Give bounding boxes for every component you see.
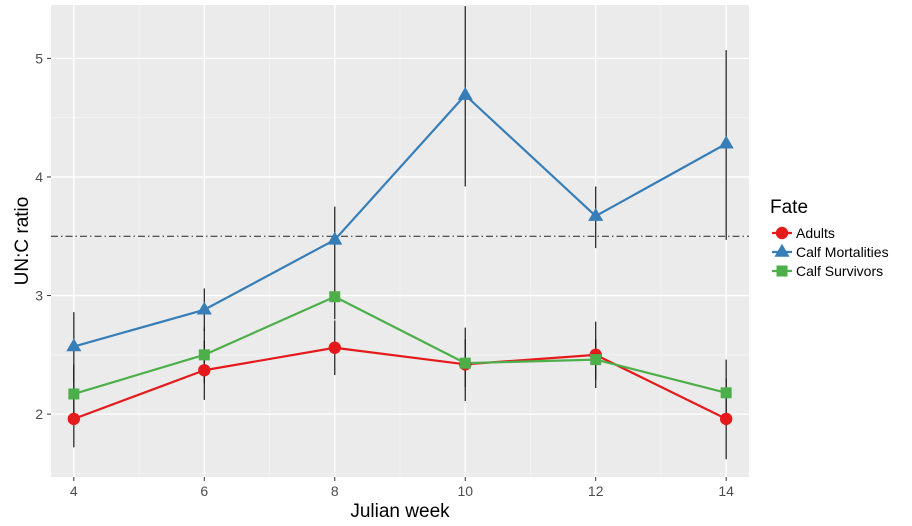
y-tick-label: 3 (35, 288, 43, 304)
tick-labels: 4 6 8 10 12 14 2 3 4 5 (35, 50, 734, 499)
x-tick-label: 12 (588, 483, 604, 499)
data-point-calf-mortalities (718, 135, 734, 149)
x-tick-label: 6 (200, 483, 208, 499)
data-point-calf-mortalities (457, 86, 473, 100)
legend-marker-adults (775, 226, 789, 240)
legend-label-adults: Adults (796, 225, 835, 241)
legend-title: Fate (770, 197, 808, 218)
data-point-calf-survivors (68, 388, 80, 400)
data-point-calf-mortalities (588, 207, 604, 221)
series-layer (66, 6, 734, 460)
legend-marker-calf-survivors (776, 265, 788, 277)
data-point-calf-mortalities (66, 338, 82, 352)
y-tick-label: 4 (35, 169, 43, 185)
x-axis-title: Julian week (350, 501, 450, 522)
data-point-calf-survivors (590, 354, 602, 366)
x-tick-label: 14 (718, 483, 734, 499)
data-point-adults (198, 364, 211, 377)
legend-label-calf-survivors: Calf Survivors (796, 263, 883, 279)
x-tick-label: 4 (70, 483, 78, 499)
legend-items: Adults Calf Mortalities Calf Survivors (772, 225, 889, 279)
legend: Fate Adults Calf Mortalities Calf Survivor… (770, 197, 889, 279)
y-tick-label: 2 (35, 406, 43, 422)
legend-label-calf-mortalities: Calf Mortalities (796, 244, 889, 260)
data-point-adults (67, 412, 81, 426)
data-point-calf-survivors (329, 291, 341, 303)
series-line-calf-mortalities (73, 94, 727, 348)
x-tick-label: 8 (331, 483, 339, 499)
data-point-adults (719, 412, 733, 426)
data-point-calf-mortalities (196, 301, 212, 315)
data-point-calf-survivors (459, 357, 471, 369)
y-tick-label: 5 (35, 50, 43, 66)
data-point-adults (328, 341, 341, 354)
data-point-calf-survivors (198, 349, 210, 361)
legend-marker-calf-mortalities (774, 243, 790, 257)
axis-ticks (47, 57, 727, 481)
data-point-calf-mortalities (327, 231, 343, 245)
data-point-calf-survivors (720, 387, 732, 399)
series-line-calf-survivors (73, 295, 727, 396)
x-tick-label: 10 (457, 483, 473, 499)
y-axis-title: UN:C ratio (12, 197, 33, 286)
